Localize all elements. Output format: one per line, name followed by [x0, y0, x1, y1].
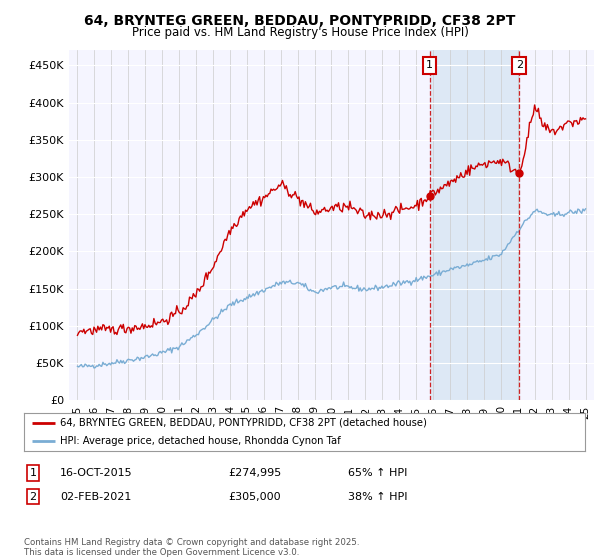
Text: 65% ↑ HPI: 65% ↑ HPI: [348, 468, 407, 478]
Text: 2: 2: [516, 60, 523, 71]
Text: Contains HM Land Registry data © Crown copyright and database right 2025.
This d: Contains HM Land Registry data © Crown c…: [24, 538, 359, 557]
Text: Price paid vs. HM Land Registry's House Price Index (HPI): Price paid vs. HM Land Registry's House …: [131, 26, 469, 39]
Text: 38% ↑ HPI: 38% ↑ HPI: [348, 492, 407, 502]
Text: 64, BRYNTEG GREEN, BEDDAU, PONTYPRIDD, CF38 2PT: 64, BRYNTEG GREEN, BEDDAU, PONTYPRIDD, C…: [85, 14, 515, 28]
Text: 16-OCT-2015: 16-OCT-2015: [60, 468, 133, 478]
Text: 02-FEB-2021: 02-FEB-2021: [60, 492, 131, 502]
Text: £305,000: £305,000: [228, 492, 281, 502]
Text: 1: 1: [426, 60, 433, 71]
Text: £274,995: £274,995: [228, 468, 281, 478]
Bar: [430, 50, 520, 400]
Text: HPI: Average price, detached house, Rhondda Cynon Taf: HPI: Average price, detached house, Rhon…: [61, 436, 341, 446]
Text: 1: 1: [29, 468, 37, 478]
Text: 2: 2: [29, 492, 37, 502]
Text: 64, BRYNTEG GREEN, BEDDAU, PONTYPRIDD, CF38 2PT (detached house): 64, BRYNTEG GREEN, BEDDAU, PONTYPRIDD, C…: [61, 418, 427, 428]
